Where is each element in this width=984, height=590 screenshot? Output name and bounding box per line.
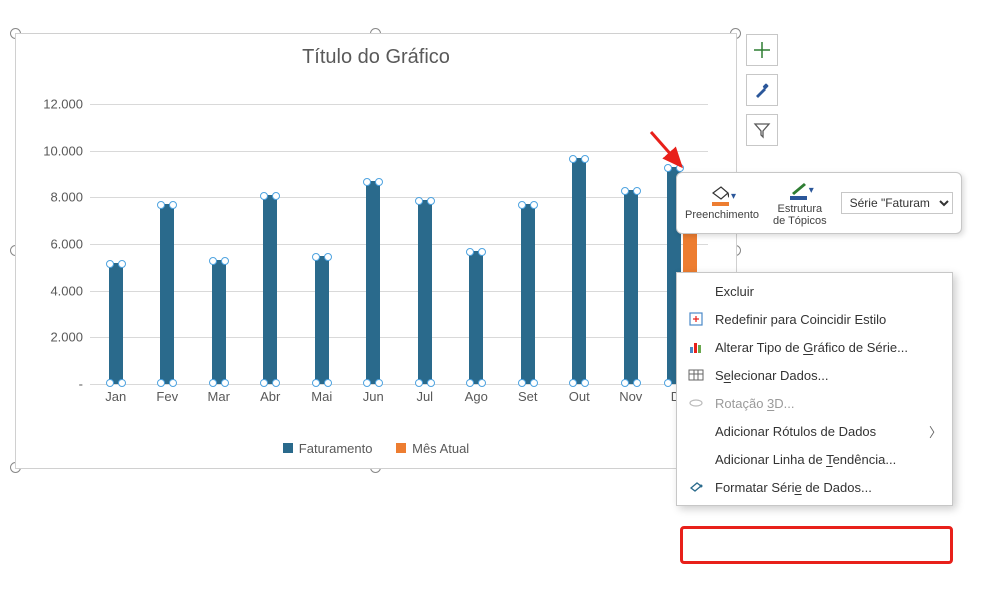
bar-group[interactable] [204, 260, 234, 384]
legend-label: Mês Atual [412, 441, 469, 456]
chart-filters-button[interactable] [746, 114, 778, 146]
format-series-icon [687, 478, 705, 496]
bar-faturamento[interactable] [315, 256, 329, 384]
bar-faturamento[interactable] [521, 204, 535, 384]
menu-label: Adicionar Linha de Tendência... [715, 452, 896, 467]
bar-group[interactable] [461, 251, 491, 384]
x-axis-label: Mar [199, 389, 239, 404]
menu-label: Excluir [715, 284, 754, 299]
menu-item-tendencia[interactable]: Adicionar Linha de Tendência... [677, 445, 952, 473]
x-axis-label: Mai [302, 389, 342, 404]
menu-label: Selecionar Dados... [715, 368, 828, 383]
bar-group[interactable] [513, 204, 543, 384]
fill-dropdown[interactable]: ▾ Preenchimento [685, 185, 759, 221]
menu-label: Rotação 3D... [715, 396, 795, 411]
menu-label: Redefinir para Coincidir Estilo [715, 312, 886, 327]
bar-group[interactable] [564, 158, 594, 384]
bar-group[interactable] [410, 200, 440, 384]
menu-item-formatar-serie[interactable]: Formatar Série de Dados... [677, 473, 952, 501]
legend[interactable]: Faturamento Mês Atual [16, 441, 736, 457]
x-axis-label: Jan [96, 389, 136, 404]
x-axis-label: Jun [353, 389, 393, 404]
chart-styles-button[interactable] [746, 74, 778, 106]
bar-faturamento[interactable] [109, 263, 123, 384]
y-axis-label: 12.000 [23, 97, 83, 112]
fill-label: Preenchimento [685, 209, 759, 221]
menu-label: Alterar Tipo de Gráfico de Série... [715, 340, 908, 355]
menu-item-rotacao-3d: Rotação 3D... [677, 389, 952, 417]
legend-label: Faturamento [299, 441, 373, 456]
select-data-icon [687, 366, 705, 384]
menu-item-rotulos[interactable]: Adicionar Rótulos de Dados 〉 [677, 417, 952, 445]
rotate-3d-icon [687, 394, 705, 412]
fill-bucket-icon [708, 185, 729, 207]
chart-side-buttons [746, 34, 778, 146]
y-axis-label: 8.000 [23, 190, 83, 205]
menu-item-alterar-tipo[interactable]: Alterar Tipo de Gráfico de Série... [677, 333, 952, 361]
outline-label: Estruturade Tópicos [773, 203, 827, 227]
bar-group[interactable] [358, 181, 388, 384]
chart-title[interactable]: Título do Gráfico [16, 34, 736, 69]
plot-area: -2.0004.0006.0008.00010.00012.000 [90, 104, 708, 384]
bar-group[interactable] [307, 256, 337, 384]
bar-faturamento[interactable] [469, 251, 483, 384]
y-axis-label: 10.000 [23, 143, 83, 158]
brush-icon [753, 81, 771, 99]
x-axis-label: Set [508, 389, 548, 404]
x-axis-label: Abr [250, 389, 290, 404]
legend-item-mes-atual[interactable]: Mês Atual [396, 441, 469, 456]
legend-swatch [396, 443, 406, 453]
y-axis-label: 6.000 [23, 237, 83, 252]
y-axis-label: 4.000 [23, 283, 83, 298]
outline-pen-icon [786, 179, 807, 201]
bar-faturamento[interactable] [572, 158, 586, 384]
chart-type-icon [687, 338, 705, 356]
chart-object[interactable]: Título do Gráfico -2.0004.0006.0008.0001… [15, 33, 737, 469]
plus-icon [753, 41, 771, 59]
bar-faturamento[interactable] [418, 200, 432, 384]
legend-swatch [283, 443, 293, 453]
menu-label: Adicionar Rótulos de Dados [715, 424, 876, 439]
chart-elements-button[interactable] [746, 34, 778, 66]
x-axis-label: Nov [611, 389, 651, 404]
x-axis-label: Out [559, 389, 599, 404]
outline-dropdown[interactable]: ▾ Estruturade Tópicos [773, 179, 827, 227]
bar-group[interactable] [152, 204, 182, 384]
x-axis-label: Ago [456, 389, 496, 404]
bar-faturamento[interactable] [263, 195, 277, 384]
menu-item-excluir[interactable]: Excluir [677, 277, 952, 305]
menu-item-selecionar-dados[interactable]: Selecionar Dados... [677, 361, 952, 389]
menu-item-redefinir[interactable]: Redefinir para Coincidir Estilo [677, 305, 952, 333]
y-axis-label: - [23, 377, 83, 392]
bar-group[interactable] [101, 263, 131, 384]
y-axis-label: 2.000 [23, 330, 83, 345]
funnel-icon [753, 121, 771, 139]
bar-group[interactable] [255, 195, 285, 384]
reset-style-icon [687, 310, 705, 328]
menu-label: Formatar Série de Dados... [715, 480, 872, 495]
x-axis-label: Jul [405, 389, 445, 404]
submenu-arrow-icon: 〉 [929, 422, 942, 441]
x-axis-label: Fev [147, 389, 187, 404]
bar-group[interactable] [616, 190, 646, 384]
annotation-highlight [680, 526, 953, 564]
series-selector[interactable]: Série "Faturam [841, 192, 953, 214]
bar-faturamento[interactable] [212, 260, 226, 384]
context-menu: Excluir Redefinir para Coincidir Estilo … [676, 272, 953, 506]
bar-faturamento[interactable] [160, 204, 174, 384]
legend-item-faturamento[interactable]: Faturamento [283, 441, 373, 456]
mini-toolbar: ▾ Preenchimento ▾ Estruturade Tópicos Sé… [676, 172, 962, 234]
bar-faturamento[interactable] [366, 181, 380, 384]
bar-faturamento[interactable] [624, 190, 638, 384]
